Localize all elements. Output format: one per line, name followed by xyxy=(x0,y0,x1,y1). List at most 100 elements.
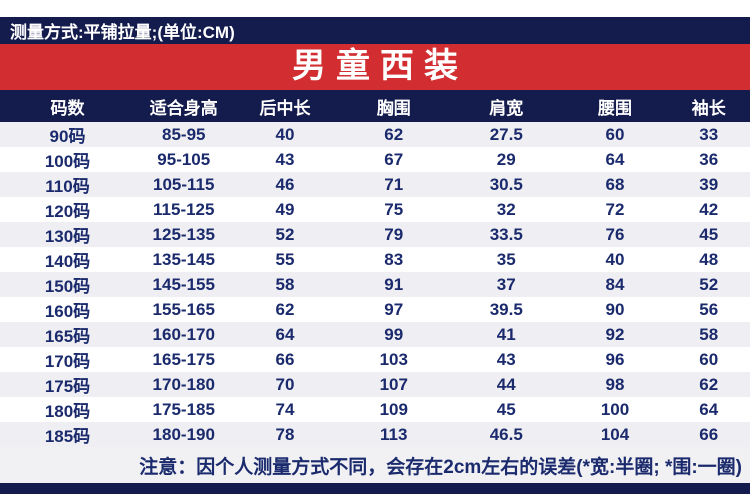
table-cell: 62 xyxy=(384,124,404,144)
table-cell: 165-175 xyxy=(152,349,215,369)
table-cell: 76 xyxy=(605,224,625,244)
table-cell: 49 xyxy=(275,199,295,219)
table-cell: 175码 xyxy=(44,377,91,396)
page-title: 男童西装 xyxy=(292,48,468,85)
table-cell: 35 xyxy=(496,249,516,269)
table-cell: 45 xyxy=(699,224,719,244)
size-table-body: 90码 85-95 40 62 27.5 60 33 100码 95-105 43 67 29 64 36… xyxy=(0,122,750,447)
table-cell: 27.5 xyxy=(489,124,523,144)
table-cell: 43 xyxy=(275,149,295,169)
table-cell: 64 xyxy=(275,324,295,344)
table-cell: 97 xyxy=(384,299,404,319)
table-cell: 48 xyxy=(699,249,719,269)
table-cell: 44 xyxy=(496,374,516,394)
table-cell: 71 xyxy=(384,174,404,194)
table-cell: 29 xyxy=(496,149,516,169)
table-row: 185码 180-190 78 113 46.5 104 66 xyxy=(0,422,750,447)
table-cell: 60 xyxy=(605,124,625,144)
table-cell: 46 xyxy=(275,174,295,194)
table-row: 130码 125-135 52 79 33.5 76 45 xyxy=(0,222,750,247)
column-header: 适合身高 xyxy=(149,98,218,118)
table-cell: 150码 xyxy=(44,277,91,296)
table-cell: 56 xyxy=(699,299,719,319)
table-cell: 66 xyxy=(699,424,719,444)
table-cell: 90 xyxy=(605,299,625,319)
table-cell: 83 xyxy=(384,249,404,269)
table-cell: 36 xyxy=(699,149,719,169)
table-cell: 75 xyxy=(384,199,404,219)
table-cell: 100码 xyxy=(44,152,91,171)
table-cell: 160-170 xyxy=(152,324,215,344)
table-cell: 135-145 xyxy=(152,249,215,269)
table-cell: 92 xyxy=(605,324,625,344)
table-cell: 104 xyxy=(600,424,630,444)
table-cell: 60 xyxy=(699,349,719,369)
table-cell: 64 xyxy=(605,149,625,169)
table-cell: 46.5 xyxy=(489,424,523,444)
table-cell: 58 xyxy=(699,324,719,344)
table-cell: 165码 xyxy=(44,327,91,346)
table-cell: 109 xyxy=(379,399,408,419)
table-cell: 52 xyxy=(699,274,719,294)
table-cell: 41 xyxy=(496,324,516,344)
table-cell: 98 xyxy=(605,374,625,394)
table-cell: 32 xyxy=(496,199,516,219)
table-cell: 84 xyxy=(605,274,625,294)
table-cell: 30.5 xyxy=(489,174,523,194)
table-cell: 64 xyxy=(699,399,719,419)
table-cell: 52 xyxy=(275,224,295,244)
title-banner: 男童西装 xyxy=(0,44,750,90)
table-cell: 140码 xyxy=(44,252,91,271)
measurement-disclaimer: 注意：因个人测量方式不同，会存在2cm左右的误差(*宽:半圈; *围:一圈) xyxy=(139,456,742,478)
table-cell: 170-180 xyxy=(152,374,215,394)
column-header: 腰围 xyxy=(598,98,632,118)
table-row: 170码 165-175 66 103 43 96 60 xyxy=(0,347,750,372)
table-row: 180码 175-185 74 109 45 100 64 xyxy=(0,397,750,422)
table-row: 165码 160-170 64 99 41 92 58 xyxy=(0,322,750,347)
bottom-bar xyxy=(0,483,750,494)
table-cell: 170码 xyxy=(44,352,91,371)
table-cell: 185码 xyxy=(44,427,91,446)
column-header: 后中长 xyxy=(259,98,311,118)
table-cell: 100 xyxy=(600,399,630,419)
table-cell: 175-185 xyxy=(152,399,215,419)
measurement-bar: 测量方式:平铺拉量;(单位:CM) xyxy=(0,17,750,44)
table-cell: 45 xyxy=(496,399,516,419)
table-cell: 58 xyxy=(275,274,295,294)
table-cell: 42 xyxy=(699,199,719,219)
table-cell: 90码 xyxy=(49,127,86,146)
table-row: 100码 95-105 43 67 29 64 36 xyxy=(0,147,750,172)
table-cell: 103 xyxy=(379,349,408,369)
table-cell: 67 xyxy=(384,149,404,169)
table-cell: 40 xyxy=(275,124,295,144)
table-cell: 62 xyxy=(275,299,295,319)
column-header: 袖长 xyxy=(691,98,726,118)
table-row: 120码 115-125 49 75 32 72 42 xyxy=(0,197,750,222)
size-table-header: 码数 适合身高 后中长 胸围 肩宽 腰围 袖长 xyxy=(0,90,750,122)
column-header: 码数 xyxy=(50,98,85,118)
table-cell: 160码 xyxy=(44,302,91,321)
table-row: 160码 155-165 62 97 39.5 90 56 xyxy=(0,297,750,322)
table-cell: 107 xyxy=(379,374,408,394)
table-cell: 74 xyxy=(275,399,295,419)
table-row: 90码 85-95 40 62 27.5 60 33 xyxy=(0,122,750,147)
table-cell: 96 xyxy=(605,349,625,369)
table-cell: 33 xyxy=(699,124,719,144)
table-cell: 105-115 xyxy=(153,174,215,194)
table-row: 175码 170-180 70 107 44 98 62 xyxy=(0,372,750,397)
table-row: 110码 105-115 46 71 30.5 68 39 xyxy=(0,172,750,197)
table-cell: 43 xyxy=(496,349,516,369)
table-cell: 130码 xyxy=(44,227,91,246)
table-cell: 85-95 xyxy=(162,124,206,144)
table-cell: 62 xyxy=(699,374,719,394)
table-cell: 113 xyxy=(380,424,408,444)
table-cell: 125-135 xyxy=(152,224,215,244)
table-cell: 180-190 xyxy=(152,424,215,444)
header-row: 码数 适合身高 后中长 胸围 肩宽 腰围 袖长 xyxy=(0,90,750,122)
table-cell: 33.5 xyxy=(489,224,523,244)
table-cell: 39 xyxy=(699,174,719,194)
table-cell: 78 xyxy=(275,424,295,444)
table-cell: 40 xyxy=(605,249,625,269)
table-cell: 95-105 xyxy=(157,149,211,169)
